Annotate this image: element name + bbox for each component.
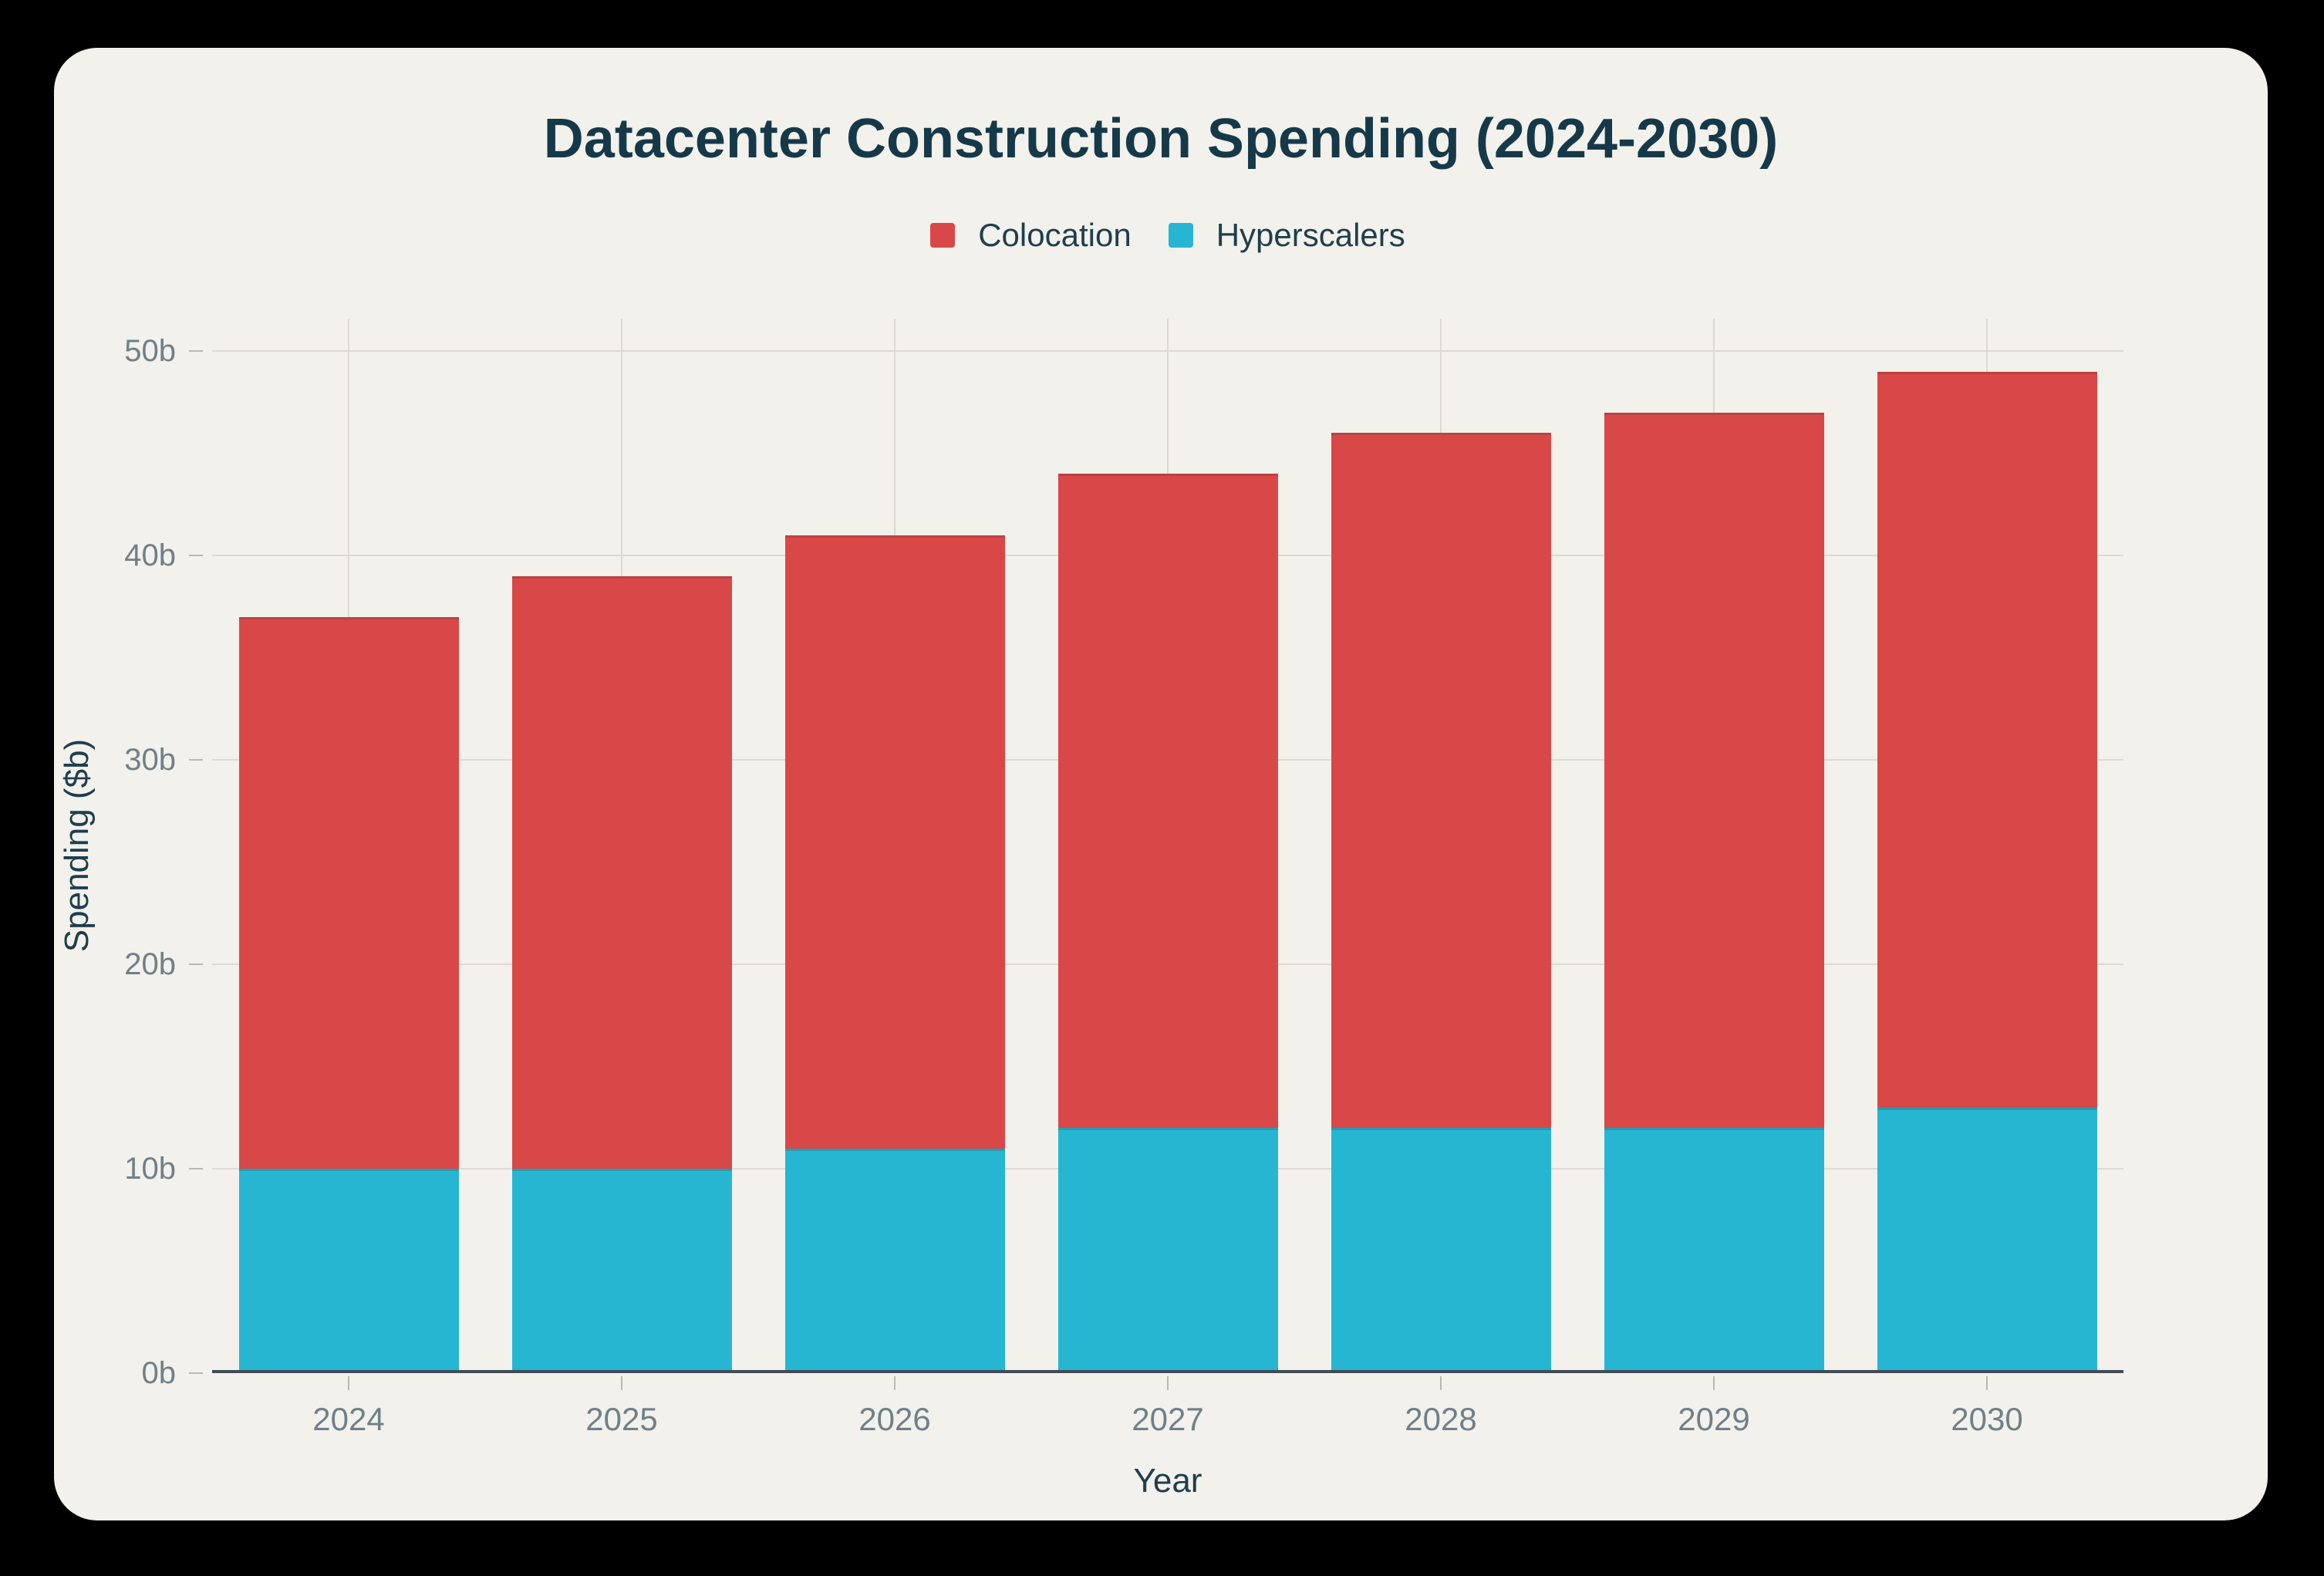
x-tick-label-2030: 2030 <box>1951 1401 2023 1437</box>
bar-2025-colocation[interactable] <box>511 575 732 1169</box>
bar-2030-hyperscalers[interactable] <box>1877 1107 2097 1373</box>
y-tick-50b <box>189 350 203 353</box>
hyperscalers-swatch <box>1168 223 1193 248</box>
legend: Colocation Hyperscalers <box>212 210 2123 261</box>
bar-2026-hyperscalers[interactable] <box>784 1148 1005 1373</box>
bar-2029-hyperscalers[interactable] <box>1604 1128 1824 1373</box>
legend-item-colocation[interactable]: Colocation <box>930 217 1132 254</box>
x-tick-2024 <box>348 1376 349 1390</box>
legend-item-hyperscalers[interactable]: Hyperscalers <box>1168 217 1405 254</box>
legend-label-colocation: Colocation <box>978 217 1132 253</box>
bar-2024-colocation[interactable] <box>238 616 459 1169</box>
x-tick-label-2026: 2026 <box>858 1401 931 1437</box>
legend-label-hyperscalers: Hyperscalers <box>1216 217 1405 253</box>
x-tick-label-2028: 2028 <box>1405 1401 1477 1437</box>
y-tick-10b <box>189 1168 203 1170</box>
bar-2030-colocation[interactable] <box>1877 371 2097 1108</box>
bar-2024-hyperscalers[interactable] <box>238 1169 459 1373</box>
y-tick-40b <box>189 555 203 557</box>
y-tick-label-10b: 10b <box>124 1152 176 1186</box>
y-tick-label-30b: 30b <box>124 743 176 778</box>
bar-2027-hyperscalers[interactable] <box>1057 1128 1278 1373</box>
y-tick-label-40b: 40b <box>124 538 176 573</box>
x-tick-2029 <box>1713 1376 1715 1390</box>
plot-area: 0b 10b 20b 30b 40b 50b 2024 2025 2026 2027 2028 202… <box>124 319 2123 1436</box>
chart-card: Datacenter Construction Spending (2024-2… <box>54 48 2268 1520</box>
x-tick-label-2027: 2027 <box>1132 1401 1204 1437</box>
y-tick-label-0b: 0b <box>141 1356 177 1390</box>
x-tick-label-2024: 2024 <box>312 1401 385 1437</box>
colocation-swatch <box>930 223 956 248</box>
y-tick-0b <box>189 1372 203 1374</box>
x-tick-2030 <box>1986 1376 1988 1390</box>
x-tick-2025 <box>621 1376 622 1390</box>
y-axis-title: Spending ($b) <box>58 738 96 953</box>
bar-2028-hyperscalers[interactable] <box>1331 1128 1551 1373</box>
x-tick-label-2029: 2029 <box>1678 1401 1750 1437</box>
y-tick-20b <box>189 963 203 966</box>
chart-title: Datacenter Construction Spending (2024-2… <box>543 108 1779 170</box>
x-tick-label-2025: 2025 <box>585 1401 658 1437</box>
x-axis-title: Year <box>1133 1462 1202 1500</box>
x-axis-line <box>212 1370 2123 1373</box>
bar-2025-hyperscalers[interactable] <box>511 1169 732 1373</box>
bar-2029-colocation[interactable] <box>1604 412 1824 1129</box>
bar-2026-colocation[interactable] <box>784 535 1005 1149</box>
bar-2027-colocation[interactable] <box>1057 474 1278 1129</box>
bar-2028-colocation[interactable] <box>1331 433 1551 1129</box>
x-tick-2028 <box>1440 1376 1442 1390</box>
x-tick-2027 <box>1167 1376 1169 1390</box>
y-tick-label-50b: 50b <box>124 334 176 369</box>
x-tick-2026 <box>894 1376 896 1390</box>
y-tick-label-20b: 20b <box>124 947 176 982</box>
y-tick-30b <box>189 759 203 761</box>
